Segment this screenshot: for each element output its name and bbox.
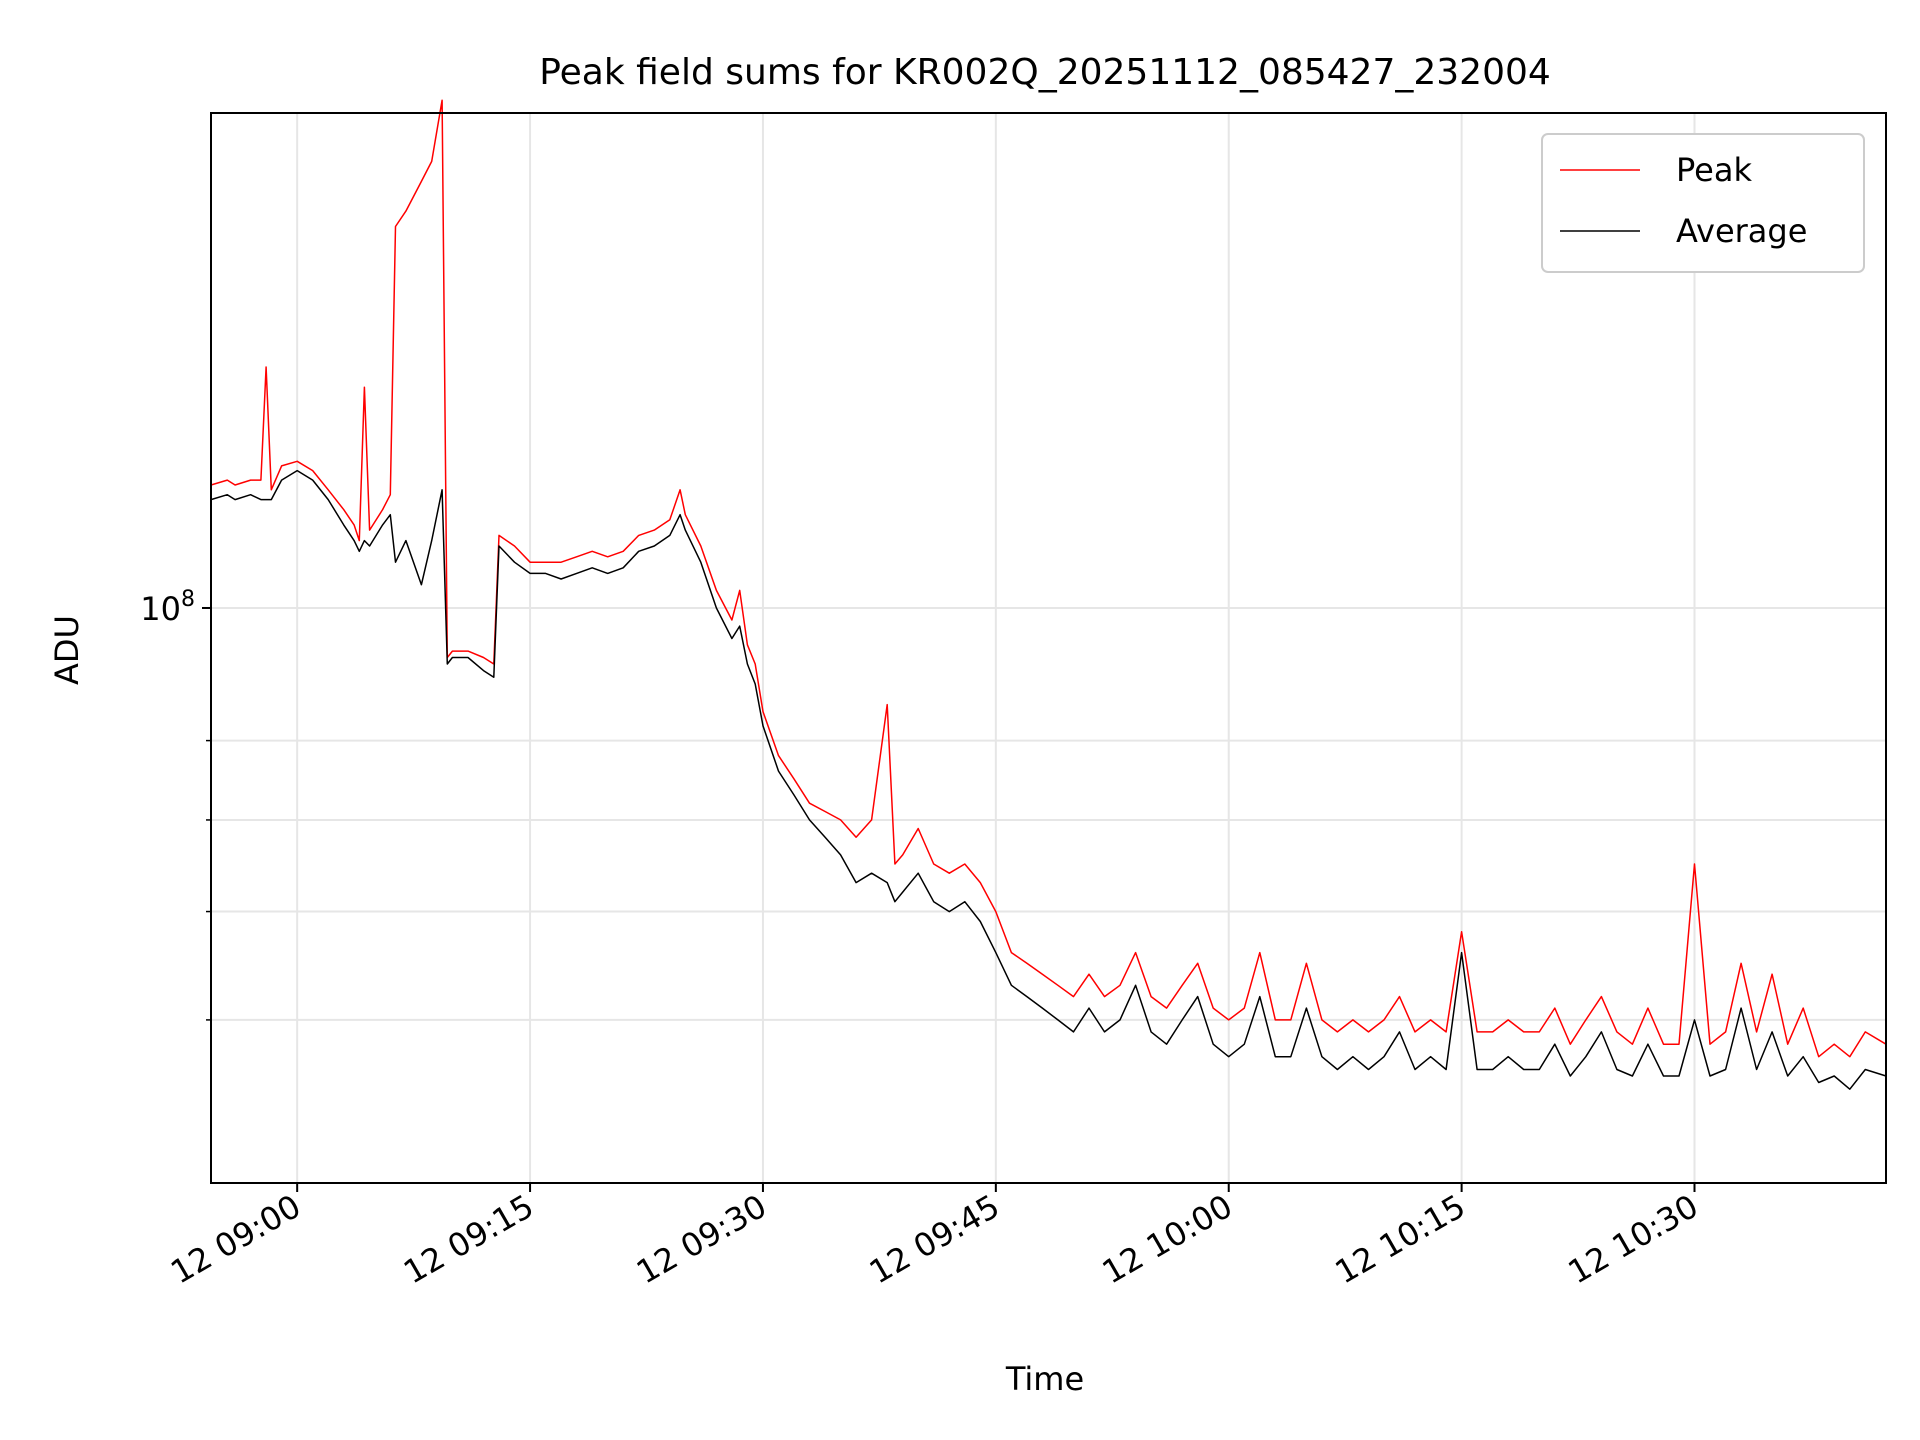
legend-label-average: Average	[1676, 212, 1807, 250]
legend-box	[1541, 133, 1865, 273]
y-tick-label: 108	[140, 587, 195, 628]
plot-frame	[210, 112, 1887, 1184]
grid	[211, 113, 1886, 1183]
series-line-average	[210, 469, 1887, 1090]
legend-label-peak: Peak	[1676, 151, 1752, 189]
x-axis-label: Time	[1005, 1360, 1084, 1398]
legend: Peak Average	[1541, 133, 1865, 273]
y-axis-label: ADU	[48, 615, 86, 685]
series-group	[210, 99, 1887, 1090]
chart-title: Peak field sums for KR002Q_20251112_0854…	[539, 52, 1551, 93]
series-line-peak	[210, 99, 1887, 1058]
y-axis-ticks: 108	[140, 587, 211, 1021]
